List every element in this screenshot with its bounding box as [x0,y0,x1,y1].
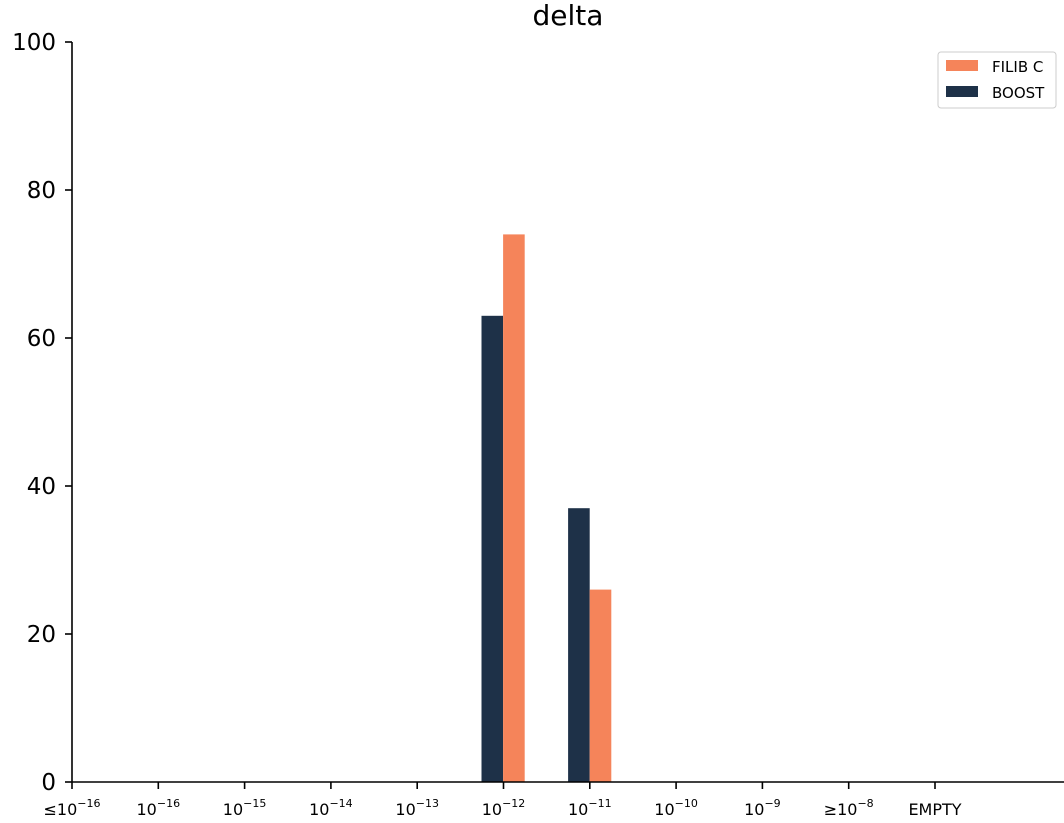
x-tick-label-8: 10−9 [744,797,781,819]
x-tick-label-10: EMPTY [908,800,961,819]
y-tick-label-60: 60 [27,326,56,352]
legend: FILIB C BOOST [937,51,1057,109]
y-tick-label-80: 80 [27,178,56,204]
x-tick-label-2: 10−15 [223,797,267,819]
y-tick-label-40: 40 [27,474,56,500]
legend-swatch-boost [946,86,978,97]
x-tick-label-7: 10−10 [654,797,698,819]
bar-filib-c-5 [503,234,525,782]
x-tick-label-6: 10−11 [568,797,612,819]
bar-boost-6 [568,508,590,782]
x-tick-label-1: 10−16 [137,797,181,819]
y-tick-label-20: 20 [27,622,56,648]
bar-filib-c-6 [589,589,612,782]
x-tick-label-5: 10−12 [482,797,526,819]
bars-group [481,234,612,782]
x-tick-label-3: 10−14 [309,797,353,819]
y-tick-label-0: 0 [41,770,56,796]
y-axis: 0 20 40 60 80 100 [12,30,73,796]
x-axis: ≤10−16 10−16 10−15 10−14 10−13 10−12 10−11 10−1… [44,781,1064,819]
bar-boost-5 [481,315,504,782]
legend-label-boost: BOOST [992,84,1045,102]
x-tick-label-9: ≥10−8 [824,797,874,819]
x-tick-label-4: 10−13 [395,797,439,819]
legend-label-filib-c: FILIB C [992,58,1043,76]
legend-swatch-filib-c [946,60,978,71]
y-tick-label-100: 100 [12,30,56,56]
x-tick-label-0: ≤10−16 [44,797,101,819]
chart-title: delta [533,0,604,32]
